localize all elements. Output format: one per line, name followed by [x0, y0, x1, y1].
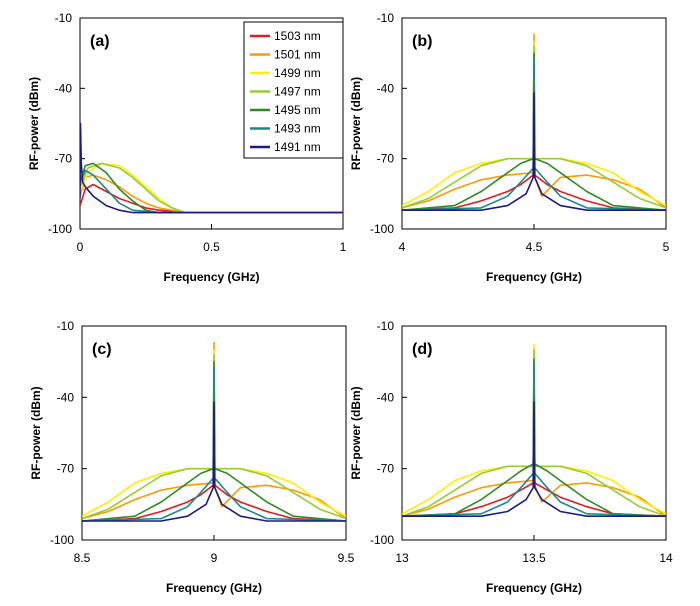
- legend-entry: 1503 nm: [274, 29, 321, 43]
- x-tick-label: 0.5: [203, 240, 220, 254]
- legend-entry: 1497 nm: [274, 85, 321, 99]
- series-line-1491-nm: [82, 401, 346, 522]
- series-line-1493-nm: [80, 169, 343, 214]
- x-axis-label: Frequency (GHz): [166, 581, 262, 595]
- panel-label: (d): [412, 341, 432, 358]
- series-line-1491-nm: [402, 92, 666, 211]
- y-tick-label: -100: [48, 222, 72, 236]
- y-tick-label: -10: [57, 319, 75, 333]
- series-line-1495-nm: [402, 358, 666, 517]
- x-axis-label: Frequency (GHz): [486, 581, 582, 595]
- series-line-1495-nm: [82, 360, 346, 522]
- x-tick-label: 8.5: [74, 551, 91, 565]
- y-tick-label: -40: [55, 81, 73, 95]
- y-tick-label: -10: [377, 319, 395, 333]
- legend-entry: 1493 nm: [274, 122, 321, 136]
- y-tick-label: -70: [377, 462, 395, 476]
- legend: 1503 nm 1501 nm 1499 nm 1497 nm 1495 nm 1493 …: [243, 21, 344, 159]
- x-tick-label: 13.5: [522, 551, 546, 565]
- y-tick-label: -100: [50, 533, 74, 547]
- y-tick-label: -40: [377, 81, 395, 95]
- x-tick-label: 4.5: [526, 240, 543, 254]
- x-tick-label: 1: [340, 240, 347, 254]
- y-tick-label: -100: [370, 533, 394, 547]
- series-line-1493-nm: [402, 363, 666, 517]
- x-tick-label: 9.5: [338, 551, 355, 565]
- x-tick-label: 13: [395, 551, 409, 565]
- series-line-1501-nm: [80, 174, 343, 214]
- series-line-1493-nm: [402, 59, 666, 211]
- x-tick-label: 14: [659, 551, 673, 565]
- panel-a: -10 -40 -70 -100 0 0.5 1 Frequency (GHz) RF-powe…: [27, 11, 347, 284]
- series-line-1499-nm: [402, 40, 666, 207]
- panel-label: (a): [90, 33, 110, 50]
- y-tick-label: -10: [377, 11, 395, 25]
- panel-label: (c): [92, 341, 112, 358]
- panel-label: (b): [412, 33, 432, 50]
- series-line-1495-nm: [80, 162, 343, 214]
- y-axis-label: RF-power (dBm): [349, 77, 363, 170]
- series-line-1499-nm: [82, 348, 346, 517]
- legend-entry: 1499 nm: [274, 66, 321, 80]
- legend-entry: 1495 nm: [274, 103, 321, 117]
- x-tick-label: 5: [663, 240, 670, 254]
- x-axis-label: Frequency (GHz): [486, 270, 582, 284]
- series-line-1499-nm: [402, 344, 666, 515]
- x-tick-label: 9: [211, 551, 218, 565]
- series-line-1497-nm: [402, 348, 666, 517]
- series-line-1493-nm: [82, 367, 346, 522]
- y-axis-label: RF-power (dBm): [29, 386, 43, 479]
- y-tick-label: -70: [377, 152, 395, 166]
- y-axis-label: RF-power (dBm): [27, 77, 41, 170]
- y-tick-label: -40: [377, 390, 395, 404]
- legend-entry: 1501 nm: [274, 48, 321, 62]
- series-line-1497-nm: [402, 45, 666, 209]
- y-axis-label: RF-power (dBm): [349, 386, 363, 479]
- panel-b: -10 -40 -70 -100 4 4.5 5 Frequency (GHz) RF-powe…: [349, 11, 670, 284]
- x-axis-label: Frequency (GHz): [163, 270, 259, 284]
- series-line-1497-nm: [82, 353, 346, 520]
- x-tick-label: 0: [77, 240, 84, 254]
- y-tick-label: -40: [57, 390, 75, 404]
- y-tick-label: -10: [55, 11, 73, 25]
- y-tick-label: -100: [370, 222, 394, 236]
- series-line-1491-nm: [80, 122, 343, 214]
- y-tick-label: -70: [55, 152, 73, 166]
- series-line-1495-nm: [402, 52, 666, 211]
- legend-entry: 1491 nm: [274, 140, 321, 154]
- x-tick-label: 4: [399, 240, 406, 254]
- series-line-1491-nm: [402, 401, 666, 518]
- y-tick-label: -70: [57, 462, 75, 476]
